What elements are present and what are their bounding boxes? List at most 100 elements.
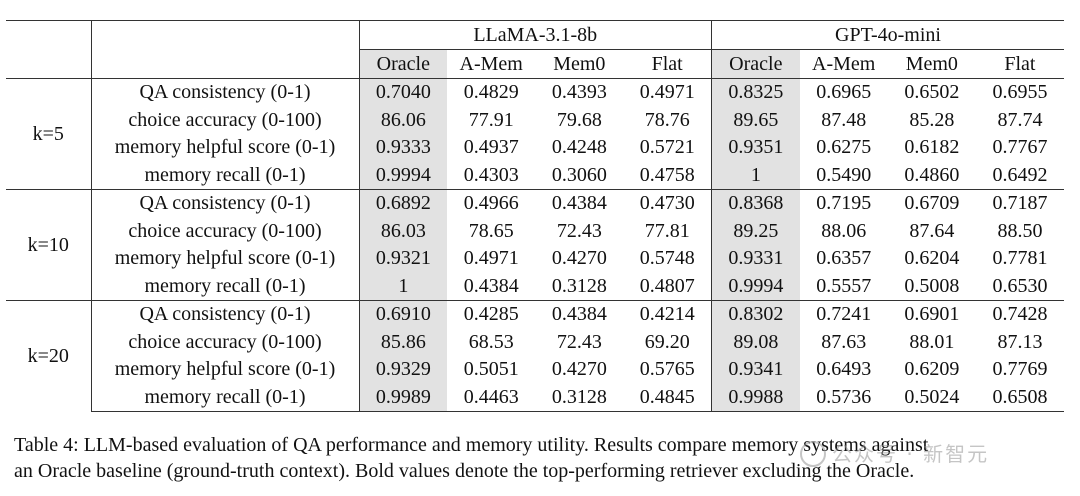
table-row: memory helpful score (0-1) 0.9333 0.4937 0.… xyxy=(6,134,1064,162)
group-header-row: LLaMA-3.1-8b GPT-4o-mini xyxy=(6,20,1064,50)
table-cell: 0.4270 xyxy=(551,247,607,270)
table-cell: 87.63 xyxy=(821,330,867,353)
metric-label: memory recall (0-1) xyxy=(91,272,360,301)
table-row: memory recall (0-1) 1 0.4384 0.3128 0.4807 0.… xyxy=(6,272,1064,301)
metric-label: choice accuracy (0-100) xyxy=(91,106,360,134)
header-blank-metric xyxy=(91,49,360,79)
table-cell: 78.76 xyxy=(623,106,713,134)
table-cell: 0.6502 xyxy=(887,78,976,107)
metric-label: memory helpful score (0-1) xyxy=(91,134,360,162)
table-row: choice accuracy (0-100) 85.86 68.53 72.43 69… xyxy=(6,328,1064,356)
table-cell: 0.9994 xyxy=(359,161,448,190)
wechat-icon xyxy=(800,440,826,467)
table-cell: 69.20 xyxy=(623,328,713,356)
column-header: Oracle xyxy=(711,49,800,79)
table-cell: 0.9321 xyxy=(359,245,448,273)
table-row: k=20 QA consistency (0-1) 0.6910 0.4285 0.43… xyxy=(6,300,1064,412)
table-cell: 0.7781 xyxy=(992,247,1048,270)
column-header: A-Mem xyxy=(812,52,876,75)
table-cell: 72.43 xyxy=(556,219,602,242)
table-row: choice accuracy (0-100) 86.06 77.91 79.68 78… xyxy=(6,106,1064,134)
table-cell: 0.9341 xyxy=(711,356,800,384)
column-header: Flat xyxy=(623,49,713,79)
table-cell: 86.06 xyxy=(359,106,448,134)
table-cell: 0.9989 xyxy=(359,383,448,412)
results-table: LLaMA-3.1-8b GPT-4o-mini Oracle A-Mem Mem0… xyxy=(6,20,1064,412)
metric-label: memory recall (0-1) xyxy=(91,161,360,190)
watermark: 公众号 · 新智元 xyxy=(800,438,989,469)
table-cell: 0.4303 xyxy=(463,163,519,186)
table-cell: 0.7040 xyxy=(359,78,448,107)
table-cell: 85.28 xyxy=(909,108,955,131)
table-cell: 85.86 xyxy=(359,328,448,356)
table-cell: 0.4860 xyxy=(904,163,960,186)
table-cell: 68.53 xyxy=(468,330,514,353)
table-cell: 0.4393 xyxy=(535,78,624,107)
column-header: Mem0 xyxy=(553,52,606,75)
table-cell: 88.01 xyxy=(909,330,955,353)
k-label: k=20 xyxy=(6,300,92,412)
table-cell: 0.4937 xyxy=(463,136,519,159)
table-cell: 0.6910 xyxy=(359,300,448,329)
table-cell: 0.8368 xyxy=(711,189,800,218)
table-cell: 0.5024 xyxy=(887,383,976,412)
table-cell: 0.5721 xyxy=(623,134,713,162)
table-cell: 0.4384 xyxy=(535,189,624,218)
table-cell: 0.4248 xyxy=(551,136,607,159)
table-cell: 0.6275 xyxy=(816,136,872,159)
table-cell: 0.9329 xyxy=(359,356,448,384)
table-cell: 0.6209 xyxy=(904,358,960,381)
table-cell: 0.9351 xyxy=(711,134,800,162)
table-cell: 0.4463 xyxy=(447,383,536,412)
metric-label: memory helpful score (0-1) xyxy=(91,245,360,273)
table-cell: 77.81 xyxy=(623,217,713,245)
metric-label: QA consistency (0-1) xyxy=(91,300,360,329)
table-cell: 1 xyxy=(711,161,800,190)
metric-label: choice accuracy (0-100) xyxy=(91,217,360,245)
column-header: Oracle xyxy=(359,49,448,79)
table-cell: 0.9988 xyxy=(711,383,800,412)
table-cell: 88.50 xyxy=(997,219,1043,242)
table-cell: 0.6901 xyxy=(887,300,976,329)
table-cell: 0.5490 xyxy=(816,163,872,186)
table-cell: 0.6204 xyxy=(904,247,960,270)
metric-label: memory helpful score (0-1) xyxy=(91,356,360,384)
metric-label: QA consistency (0-1) xyxy=(91,189,360,218)
table-cell: 1 xyxy=(359,272,448,301)
table-cell: 0.4845 xyxy=(623,383,713,412)
table-cell: 89.25 xyxy=(711,217,800,245)
table-cell: 0.5736 xyxy=(799,383,888,412)
table-cell: 0.6965 xyxy=(799,78,888,107)
table-cell: 0.5051 xyxy=(463,358,519,381)
table-cell: 0.6530 xyxy=(992,274,1048,297)
caption-line-2: an Oracle baseline (ground-truth context… xyxy=(14,460,915,482)
table-cell: 0.7195 xyxy=(799,189,888,218)
table-cell: 87.64 xyxy=(909,219,955,242)
table-cell: 88.06 xyxy=(821,219,867,242)
table-cell: 89.65 xyxy=(711,106,800,134)
column-header-row: Oracle A-Mem Mem0 Flat Oracle A-Mem Mem0 Flat xyxy=(6,49,1064,79)
table-cell: 0.4270 xyxy=(551,358,607,381)
table-cell: 0.6709 xyxy=(887,189,976,218)
table-cell: 0.4807 xyxy=(623,272,713,301)
table-cell: 0.7767 xyxy=(992,136,1048,159)
table-cell: 0.6508 xyxy=(975,383,1064,412)
group-header-gpt: GPT-4o-mini xyxy=(711,20,1064,50)
group-header-llama: LLaMA-3.1-8b xyxy=(359,20,712,50)
table-row: choice accuracy (0-100) 86.03 78.65 72.43 77… xyxy=(6,217,1064,245)
column-header: Mem0 xyxy=(905,52,958,75)
caption-line-1: Table 4: LLM-based evaluation of QA perf… xyxy=(14,434,929,456)
table-cell: 0.7241 xyxy=(799,300,888,329)
metric-label: QA consistency (0-1) xyxy=(91,78,360,107)
table-cell: 0.4384 xyxy=(535,300,624,329)
table-cell: 0.3128 xyxy=(535,383,624,412)
table-cell: 0.4214 xyxy=(623,300,713,329)
table-cell: 87.13 xyxy=(997,330,1043,353)
table-cell: 87.48 xyxy=(821,108,867,131)
table-cell: 78.65 xyxy=(468,219,514,242)
table-cell: 0.9994 xyxy=(711,272,800,301)
table-cell: 0.3128 xyxy=(551,274,607,297)
header-empty-metric xyxy=(91,20,360,50)
table-cell: 0.6892 xyxy=(359,189,448,218)
